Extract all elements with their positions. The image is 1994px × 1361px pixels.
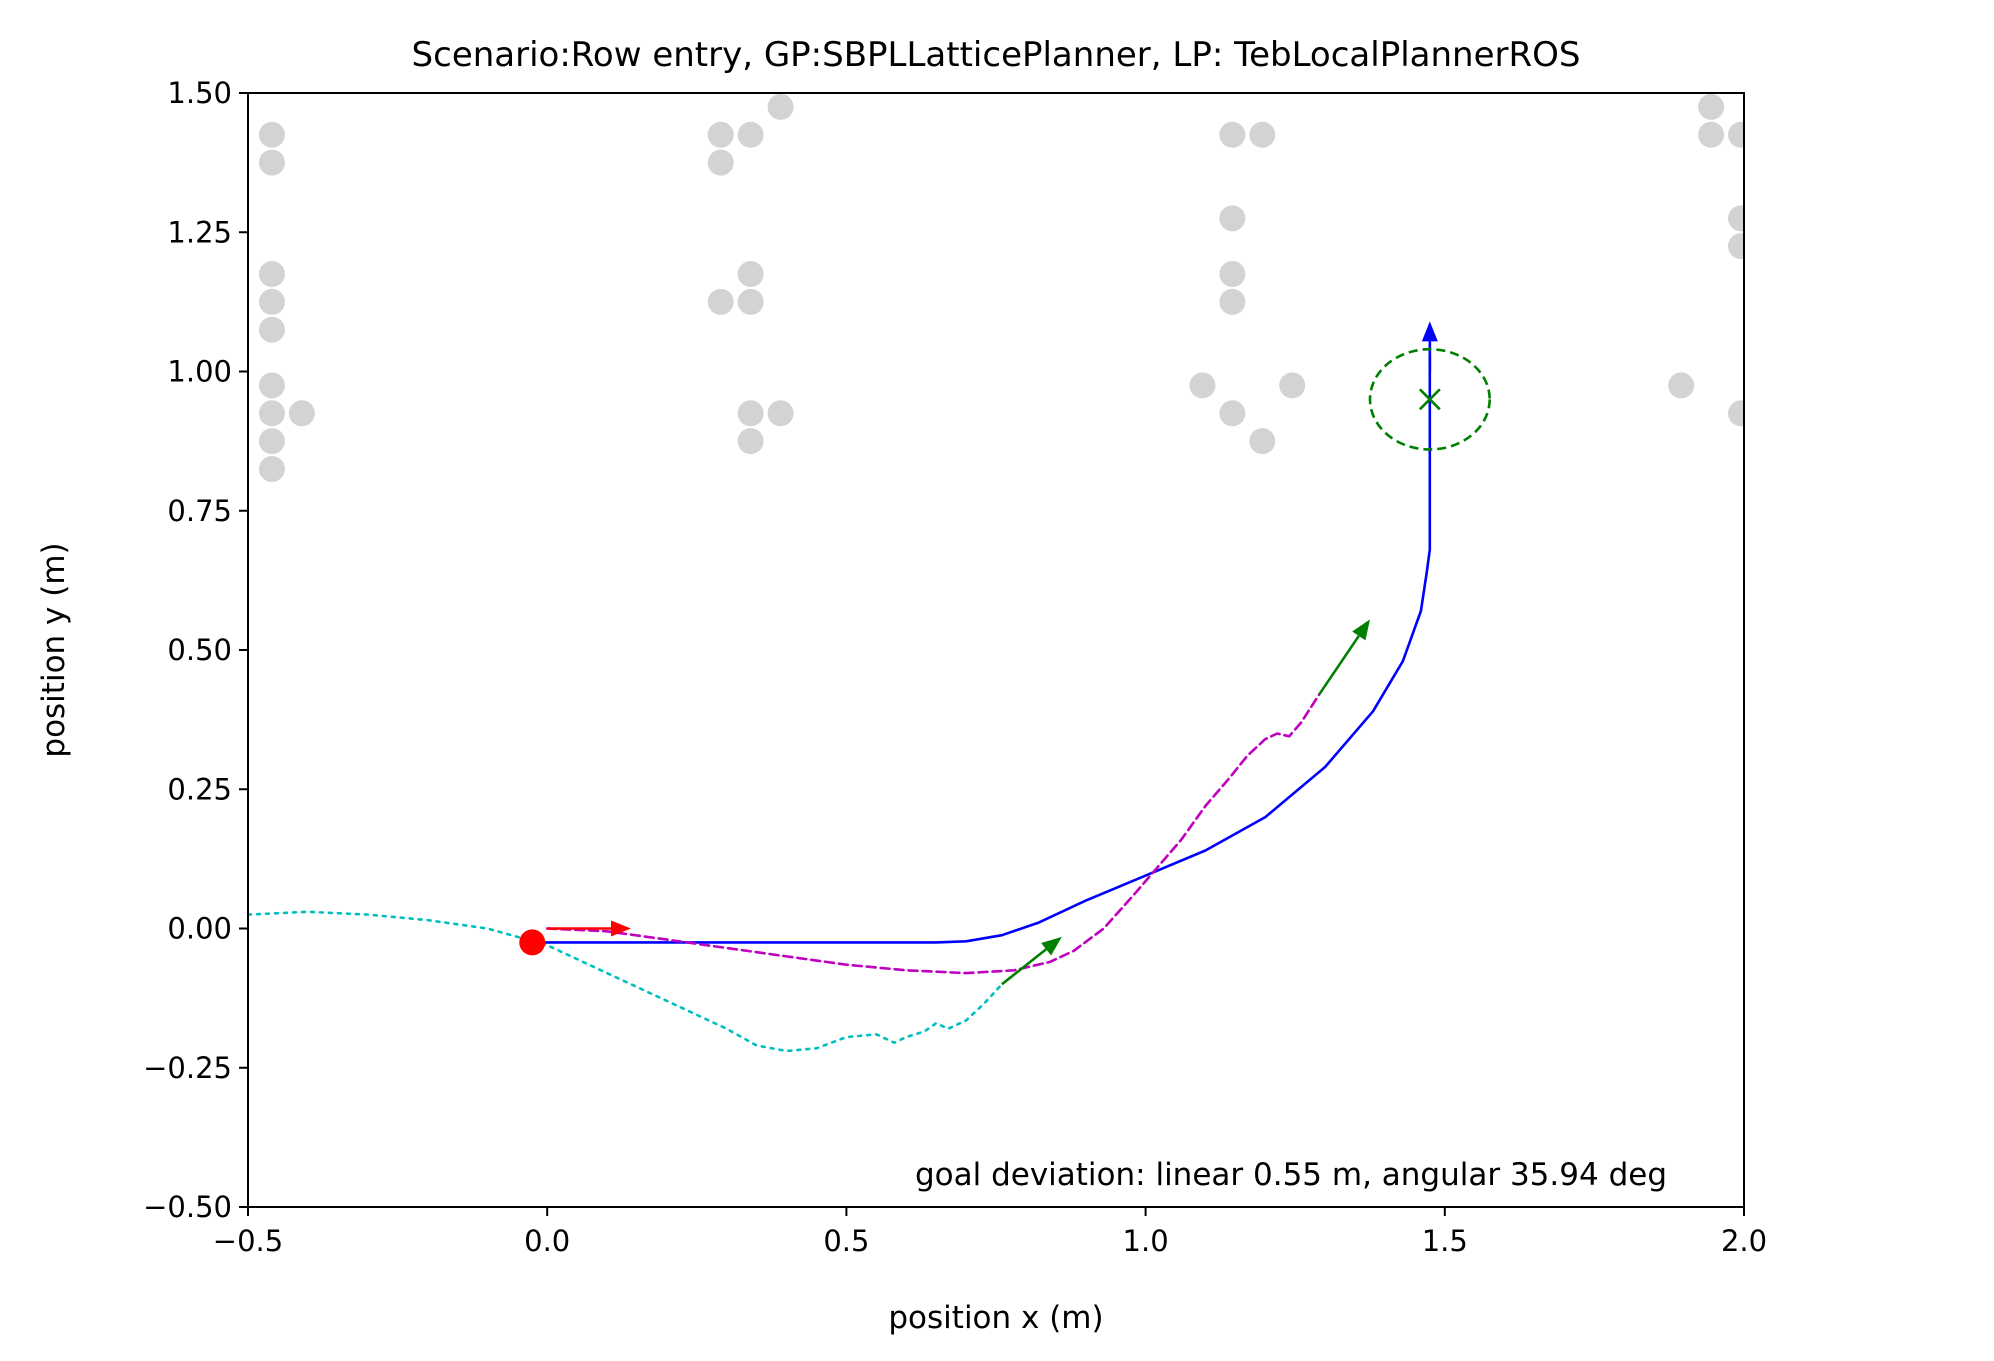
obstacle-point bbox=[258, 372, 285, 399]
obstacle-point bbox=[1728, 121, 1744, 148]
y-tick-label: 0.50 bbox=[167, 633, 232, 667]
obstacle-point bbox=[258, 428, 285, 455]
obstacle-point bbox=[1728, 400, 1744, 427]
obstacle-point bbox=[707, 288, 734, 315]
obstacle-point bbox=[258, 288, 285, 315]
y-tick-label: −0.50 bbox=[143, 1190, 232, 1224]
x-axis-ticks: −0.5 0.0 0.5 1.0 1.5 2.0 bbox=[213, 1207, 1767, 1258]
y-tick-label: −0.25 bbox=[143, 1051, 232, 1085]
goal-tolerance-circle bbox=[1368, 347, 1491, 451]
robot-path-line bbox=[545, 693, 1321, 975]
obstacle-point bbox=[1219, 400, 1246, 427]
obstacle-point bbox=[737, 261, 764, 288]
heading-arrow bbox=[1001, 936, 1062, 986]
obstacle-point bbox=[1279, 372, 1306, 399]
heading-arrow bbox=[1318, 619, 1370, 696]
plot-frame bbox=[247, 92, 1745, 1208]
markers-layer bbox=[519, 321, 1491, 986]
start-heading-arrow bbox=[547, 920, 631, 937]
x-tick-label: 1.5 bbox=[1422, 1224, 1468, 1258]
obstacle-point bbox=[1189, 372, 1216, 399]
y-tick-label: 1.50 bbox=[167, 76, 232, 110]
y-tick-label: 0.00 bbox=[167, 912, 232, 946]
obstacle-point bbox=[288, 400, 315, 427]
obstacle-point bbox=[1668, 372, 1695, 399]
plan-end-arrow bbox=[1421, 321, 1438, 372]
obstacle-point bbox=[258, 316, 285, 343]
obstacle-point bbox=[1249, 428, 1276, 455]
plot-area bbox=[248, 93, 1744, 1053]
obstacle-point bbox=[707, 121, 734, 148]
obstacle-point bbox=[1728, 233, 1744, 260]
obstacle-point bbox=[767, 93, 794, 120]
chart-title: Scenario:Row entry, GP:SBPLLatticePlanne… bbox=[412, 35, 1581, 75]
obstacle-point bbox=[258, 455, 285, 482]
y-tick-label: 1.00 bbox=[167, 355, 232, 389]
obstacle-point bbox=[737, 400, 764, 427]
series-layer bbox=[248, 353, 1432, 1053]
y-tick-label: 1.25 bbox=[167, 215, 232, 249]
obstacle-point bbox=[1698, 93, 1725, 120]
obstacle-point bbox=[1219, 205, 1246, 232]
x-tick-label: 0.5 bbox=[823, 1224, 869, 1258]
obstacle-point bbox=[258, 400, 285, 427]
goal-marker bbox=[1418, 388, 1441, 411]
obstacle-point bbox=[737, 288, 764, 315]
x-tick-label: 0.0 bbox=[524, 1224, 570, 1258]
obstacle-point bbox=[258, 121, 285, 148]
obstacle-point bbox=[1728, 205, 1744, 232]
x-tick-label: 1.0 bbox=[1123, 1224, 1169, 1258]
start-marker bbox=[519, 929, 546, 956]
obstacle-point bbox=[1698, 121, 1725, 148]
obstacle-point bbox=[707, 149, 734, 176]
x-tick-label: −0.5 bbox=[213, 1224, 283, 1258]
goal-deviation-annotation: goal deviation: linear 0.55 m, angular 3… bbox=[915, 1157, 1667, 1193]
obstacle-point bbox=[258, 149, 285, 176]
obstacle-point bbox=[1219, 288, 1246, 315]
y-tick-label: 0.75 bbox=[167, 494, 232, 528]
x-tick-label: 2.0 bbox=[1721, 1224, 1767, 1258]
obstacle-point bbox=[737, 428, 764, 455]
y-axis-label: position y (m) bbox=[36, 542, 72, 757]
x-axis-label: position x (m) bbox=[888, 1300, 1103, 1336]
global-plan-line bbox=[530, 353, 1432, 944]
obstacles bbox=[258, 93, 1744, 482]
local-trace-line bbox=[248, 910, 1004, 1053]
obstacle-point bbox=[767, 400, 794, 427]
y-axis-ticks: −0.50 −0.25 0.00 0.25 0.50 0.75 1.00 1.25 1.50 bbox=[143, 76, 248, 1224]
obstacle-point bbox=[258, 261, 285, 288]
obstacle-point bbox=[1219, 261, 1246, 288]
y-tick-label: 0.25 bbox=[167, 772, 232, 806]
obstacle-point bbox=[737, 121, 764, 148]
obstacle-point bbox=[1219, 121, 1246, 148]
obstacle-point bbox=[1249, 121, 1276, 148]
